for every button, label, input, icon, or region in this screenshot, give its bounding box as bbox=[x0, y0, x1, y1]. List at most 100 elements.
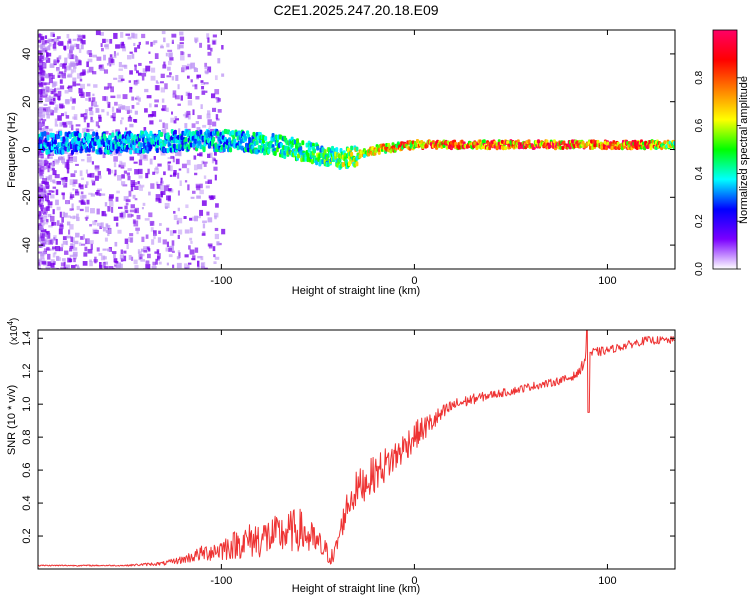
spectrogram-noise-cell bbox=[126, 243, 129, 250]
y-tick-label: 0.6 bbox=[21, 462, 33, 477]
spectrogram-noise-cell bbox=[103, 86, 109, 90]
spectrogram-noise-cell bbox=[184, 229, 190, 234]
spectrogram-noise-cell bbox=[105, 43, 110, 50]
spectrogram-noise-cell bbox=[197, 260, 200, 267]
spectrogram-noise-cell bbox=[119, 263, 123, 269]
spectrogram-noise-cell bbox=[197, 164, 203, 170]
spectrogram-noise-cell bbox=[50, 110, 54, 116]
spectrogram-noise-cell bbox=[60, 262, 65, 267]
spectrogram-noise-cell bbox=[43, 248, 47, 253]
spectrogram-noise-cell bbox=[156, 183, 161, 189]
spectrogram-noise-cell bbox=[78, 242, 82, 247]
spectrogram-noise-cell bbox=[113, 32, 118, 39]
spectrogram-ridge-cell bbox=[59, 130, 63, 136]
spectrogram-noise-cell bbox=[131, 105, 135, 109]
spectrogram-noise-cell bbox=[74, 43, 78, 48]
spectrogram-noise-cell bbox=[79, 93, 84, 97]
spectrogram-noise-cell bbox=[114, 169, 117, 175]
spectrogram-noise-cell bbox=[38, 259, 41, 266]
spectrogram-noise-cell bbox=[38, 210, 42, 217]
y-tick-label: 0 bbox=[21, 146, 33, 152]
spectrogram-noise-cell bbox=[55, 189, 59, 196]
spectrogram-noise-cell bbox=[72, 243, 76, 248]
spectrogram-noise-cell bbox=[116, 190, 120, 194]
spectrogram-noise-cell bbox=[178, 252, 181, 259]
spectrogram-noise-cell bbox=[59, 122, 62, 127]
spectrogram-noise-cell bbox=[56, 59, 60, 62]
spectrogram-noise-cell bbox=[217, 58, 221, 64]
spectrogram-noise-cell bbox=[71, 208, 74, 211]
spectrogram-ridge-cell bbox=[222, 147, 226, 153]
spectrogram-noise-cell bbox=[181, 65, 187, 71]
spectrogram-noise-cell bbox=[94, 175, 99, 181]
spectrogram-noise-cell bbox=[196, 74, 202, 78]
spectrogram-noise-cell bbox=[48, 225, 53, 228]
spectrogram-noise-cell bbox=[157, 253, 161, 259]
spectrogram-noise-cell bbox=[75, 124, 81, 127]
spectrogram-noise-cell bbox=[41, 258, 45, 264]
spectrogram-noise-cell bbox=[116, 52, 119, 56]
spectrogram-noise-cell bbox=[78, 60, 82, 66]
spectrogram-noise-cell bbox=[214, 256, 220, 260]
spectrogram-noise-cell bbox=[69, 64, 72, 70]
spectrogram-noise-cell bbox=[206, 33, 210, 40]
spectrogram-noise-cell bbox=[76, 216, 80, 222]
spectrogram-ridge-cell bbox=[264, 135, 268, 141]
spectrogram-x-label: Height of straight line (km) bbox=[292, 285, 420, 297]
spectrogram-noise-cell bbox=[125, 202, 129, 206]
spectrogram-noise-cell bbox=[161, 180, 164, 184]
spectrogram-noise-cell bbox=[49, 179, 54, 183]
spectrogram-noise-cell bbox=[43, 207, 48, 213]
spectrogram-ridge-cell bbox=[596, 139, 600, 144]
spectrogram-noise-cell bbox=[57, 90, 62, 97]
spectrogram-noise-cell bbox=[86, 71, 89, 74]
spectrogram-noise-cell bbox=[113, 216, 119, 221]
spectrogram-noise-cell bbox=[43, 216, 48, 222]
spectrogram-noise-cell bbox=[45, 231, 49, 237]
spectrogram-noise-cell bbox=[39, 93, 43, 97]
spectrogram-noise-cell bbox=[120, 181, 126, 186]
spectrogram-ridge-cell bbox=[53, 139, 57, 145]
spectrogram-noise-cell bbox=[180, 51, 184, 56]
spectrogram-noise-cell bbox=[40, 110, 46, 117]
spectrogram-noise-cell bbox=[129, 86, 133, 93]
spectrogram-noise-cell bbox=[53, 134, 57, 140]
spectrogram-noise-cell bbox=[67, 85, 73, 90]
spectrogram-ridge-cell bbox=[92, 146, 96, 152]
y-tick-label: 0.2 bbox=[21, 528, 33, 543]
spectrogram-noise-cell bbox=[66, 121, 69, 125]
spectrogram-noise-cell bbox=[123, 196, 129, 201]
spectrogram-noise-cell bbox=[103, 69, 109, 74]
spectrogram-ridge-cell bbox=[362, 153, 366, 158]
spectrogram-noise-cell bbox=[52, 261, 56, 265]
spectrogram-noise-cell bbox=[48, 128, 53, 132]
spectrogram-noise-cell bbox=[76, 73, 82, 79]
spectrogram-noise-cell bbox=[75, 163, 79, 166]
spectrogram-noise-cell bbox=[86, 153, 91, 156]
spectrogram-noise-cell bbox=[45, 48, 48, 53]
spectrogram-noise-cell bbox=[89, 240, 94, 245]
spectrogram-noise-cell bbox=[90, 179, 94, 183]
spectrogram-noise-cell bbox=[168, 52, 173, 58]
spectrogram-noise-cell bbox=[38, 251, 43, 254]
spectrogram-noise-cell bbox=[196, 195, 201, 199]
spectrogram-noise-cell bbox=[85, 92, 91, 97]
spectrogram-noise-cell bbox=[89, 261, 93, 267]
y-tick-label: 1.4 bbox=[21, 331, 33, 346]
spectrogram-noise-cell bbox=[202, 231, 206, 235]
spectrogram-noise-cell bbox=[156, 171, 159, 175]
spectrogram-noise-cell bbox=[67, 153, 71, 157]
spectrogram-noise-cell bbox=[56, 180, 62, 185]
spectrogram-noise-cell bbox=[99, 32, 104, 36]
spectrogram-noise-cell bbox=[132, 194, 136, 199]
spectrogram-noise-cell bbox=[77, 38, 82, 42]
spectrogram-noise-cell bbox=[59, 224, 64, 230]
spectrogram-ridge-cell bbox=[39, 139, 43, 145]
spectrogram-noise-cell bbox=[128, 190, 132, 197]
spectrogram-noise-cell bbox=[159, 184, 165, 191]
spectrogram-noise-cell bbox=[52, 246, 57, 250]
spectrogram-noise-cell bbox=[67, 215, 71, 218]
spectrogram-noise-cell bbox=[167, 161, 172, 164]
spectrogram-noise-cell bbox=[91, 180, 96, 186]
spectrogram-noise-cell bbox=[104, 202, 108, 207]
